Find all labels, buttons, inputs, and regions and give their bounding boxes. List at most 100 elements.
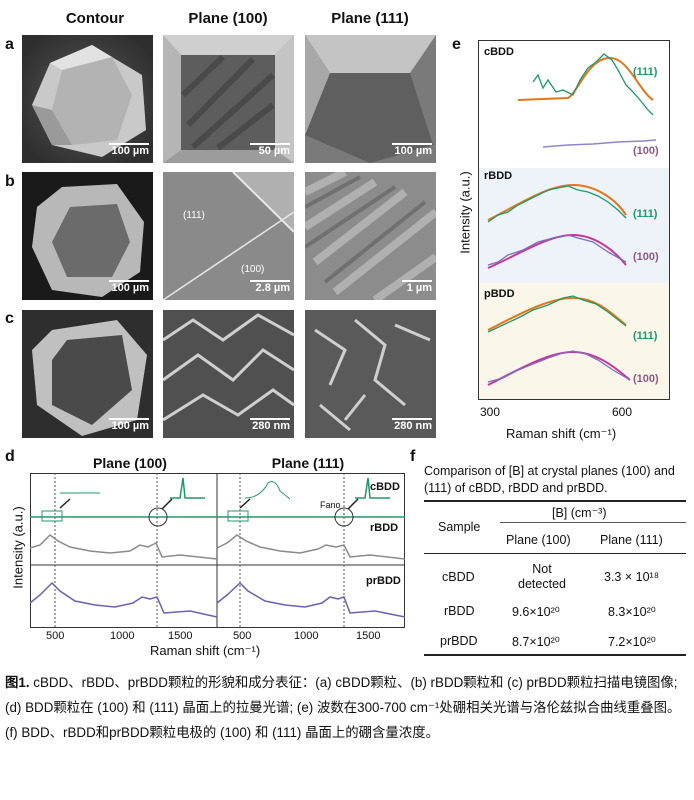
e-rbdd-100-data [487,234,627,266]
d-tick: 500 [233,630,252,642]
sem-c-contour: 100 µm [22,310,153,438]
f-rule-mid [500,522,686,523]
d-prbdd-100 [30,581,218,618]
scalebar-c-contour: 100 µm [109,418,149,432]
sem-a-contour: 100 µm [22,35,153,163]
e-group-rbdd: rBDD [484,170,513,182]
raman-spectra-plot [30,473,405,628]
d-zoom-circle [148,507,168,527]
f-header-p100: Plane (100) [506,533,571,547]
e-xlabel: Raman shift (cm⁻¹) [506,426,617,441]
figure-caption: 图1. cBDD、rBDD、prBDD颗粒的形貌和成分表征：(a) cBDD颗粒… [5,670,689,745]
scalebar-a-plane-111: 100 µm [392,143,432,157]
panel-label-b: b [5,173,15,190]
e-pbdd-111-data [487,295,627,333]
annotation-100: (100) [241,264,265,275]
scalebar-a-contour: 100 µm [109,143,149,157]
plane-100-image [163,35,294,163]
sem-b-contour: 100 µm [22,172,153,300]
e-rbdd-111-label: (111) [633,208,658,220]
scalebar-b-contour: 100 µm [109,280,149,294]
d-prbdd-111 [216,581,405,618]
f-caption: Comparison of [B] at crystal planes (100… [424,464,675,495]
sem-c-plane-100: 280 nm [163,310,294,438]
e-rbdd-111-fit [487,183,627,221]
f-header-b: [B] (cm⁻³) [552,506,607,520]
d-rbdd-100 [30,534,218,560]
e-rbdd-100-fit [487,233,627,269]
sem-a-plane-100: 50 µm [163,35,294,163]
d-arrow [239,498,251,509]
sem-c-plane-111: 280 nm [305,310,436,438]
f-header-sample: Sample [438,520,481,534]
d-zoom-box [41,510,63,522]
e-cbdd-100-label: (100) [633,145,659,157]
d-tick: 1500 [356,630,381,642]
d-tick: 1500 [168,630,193,642]
e-pbdd-100-data [487,350,631,383]
panel-label-d: d [5,448,15,465]
d-ylabel: Intensity (a.u.) [10,506,26,589]
d-rbdd-111 [216,534,405,560]
e-rbdd-100-label: (100) [633,251,659,263]
e-pbdd-111-label: (111) [633,330,658,342]
f-row-p100: 9.6×10²⁰ [512,605,560,619]
d-series-rbdd: rBDD [370,522,399,534]
caption-text: cBDD、rBDD、prBDD颗粒的形貌和成分表征：(a) cBDD颗粒、(b)… [5,675,681,740]
f-row-sample: rBDD [444,604,475,618]
scalebar-b-plane-100: 2.8 µm [250,280,290,294]
e-cbdd-111-label: (111) [633,66,658,78]
crystal-image [22,310,153,438]
d-title-plane-111: Plane (111) [271,455,345,471]
d-arrow [59,498,71,509]
header-contour: Contour [65,10,125,27]
crystal-image [22,172,153,300]
f-row-p100: Not detected [518,562,566,591]
f-row-p111: 7.2×10²⁰ [608,635,656,649]
e-cbdd-111-data [532,53,654,116]
d-zoom-box [227,510,249,522]
e-rbdd-111-data [487,185,627,223]
header-plane-111: Plane (111) [331,10,409,27]
e-pbdd-100-label: (100) [633,373,659,385]
f-rule-head [424,553,686,554]
panel-label-a: a [5,36,14,53]
plane-100-etched-image [163,310,294,438]
scalebar-b-plane-111: 1 µm [402,280,432,294]
d-tick: 1000 [110,630,135,642]
f-row-sample: prBDD [440,634,478,648]
e-pbdd-111-fit [487,296,627,331]
d-tick: 1000 [294,630,319,642]
d-inset-peak [170,477,205,499]
d-inset-broad [244,481,291,500]
sem-b-plane-111: 1 µm [305,172,436,300]
d-zoom-circle [334,507,354,527]
raman-fit-plot [478,40,670,400]
sem-a-plane-111: 100 µm [305,35,436,163]
f-rule-top [424,500,686,502]
plane-111-texture-image [305,172,436,300]
scalebar-a-plane-100: 50 µm [250,143,290,157]
plane-111-image [305,35,436,163]
scalebar-c-plane-111: 280 nm [392,418,432,432]
header-plane-100: Plane (100) [188,10,268,27]
d-title-plane-100: Plane (100) [93,455,167,471]
plane-interface-image [163,172,294,300]
d-arrow [161,498,173,510]
f-row-p111: 3.3 × 10¹⁸ [604,570,659,584]
e-tick: 600 [612,405,633,419]
e-group-cbdd: cBDD [484,46,514,58]
panel-label-c: c [5,310,14,327]
f-row-sample: cBDD [442,570,475,584]
d-series-prbdd: prBDD [366,575,401,587]
e-group-pbdd: pBDD [484,288,515,300]
f-row-p111: 8.3×10²⁰ [608,605,656,619]
d-series-cbdd: cBDD [370,481,400,493]
e-ylabel: Intensity (a.u.) [457,171,473,254]
d-fano-label: Fano [320,500,341,510]
d-tick: 500 [46,630,65,642]
f-row-p100: 8.7×10²⁰ [512,635,560,649]
scalebar-c-plane-100: 280 nm [250,418,290,432]
e-tick: 300 [480,405,501,419]
plane-111-etched-image [305,310,436,438]
